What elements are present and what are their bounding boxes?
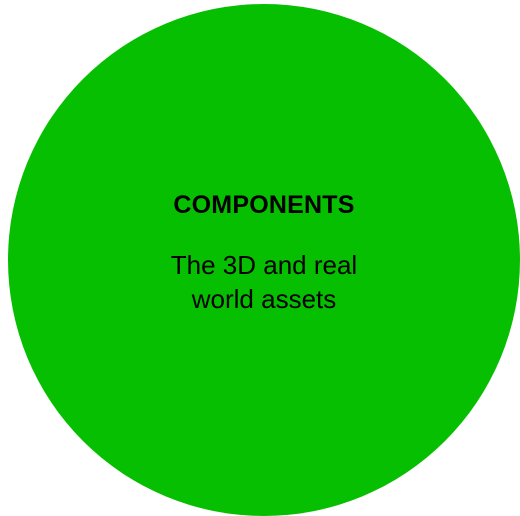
components-circle (8, 4, 520, 516)
node-title: COMPONENTS (173, 191, 355, 219)
node-description: The 3D and real world assets (170, 250, 358, 314)
components-node: COMPONENTS The 3D and real world assets (8, 4, 520, 516)
